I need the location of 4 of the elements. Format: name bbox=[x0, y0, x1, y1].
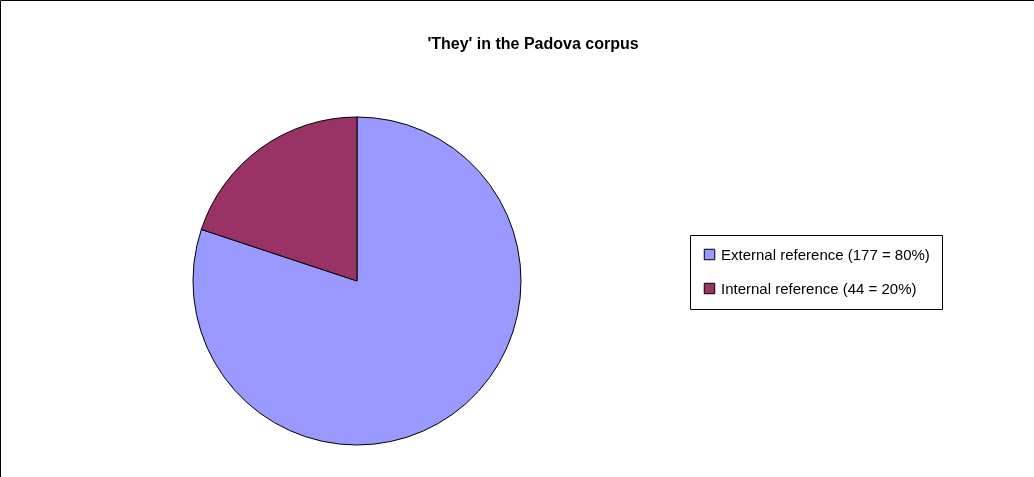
legend-label: External reference (177 = 80%) bbox=[721, 245, 930, 263]
chart-title: 'They' in the Padova corpus bbox=[427, 35, 639, 52]
pie-slice bbox=[192, 116, 522, 446]
legend-label: Internal reference (44 = 20%) bbox=[721, 279, 917, 297]
